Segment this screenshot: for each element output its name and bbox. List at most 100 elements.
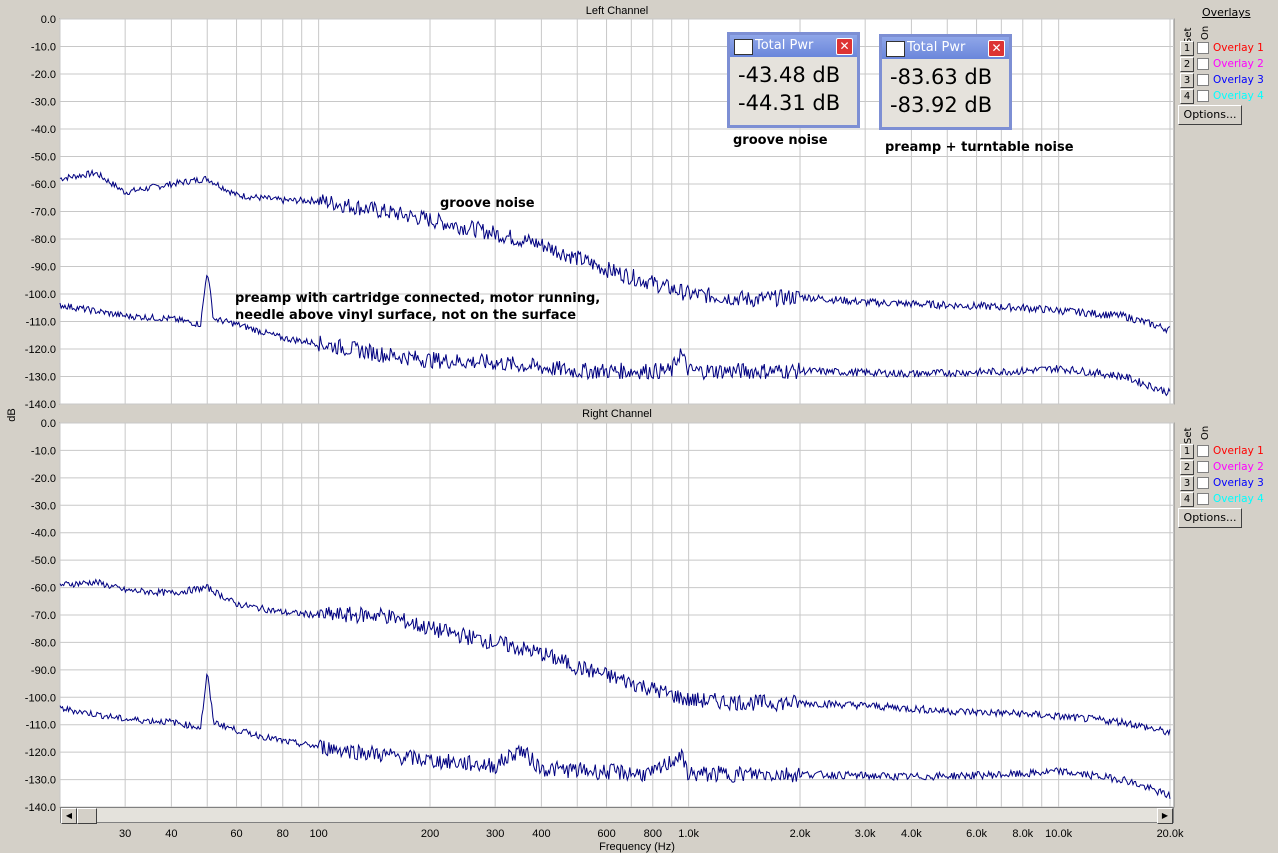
y-tick-label: -40.0 [31,528,56,540]
close-icon[interactable]: ✕ [988,40,1005,57]
y-tick-label: -60.0 [31,583,56,595]
overlays-title[interactable]: Overlays [1202,6,1251,19]
preamp-annotation-line1: preamp with cartridge connected, motor r… [235,291,601,306]
overlay-row: 2 Overlay 2 [1176,460,1276,475]
overlay-row: 1 Overlay 1 [1176,41,1276,56]
meter-title-bar[interactable]: Total Pwr ✕ [730,35,857,57]
y-tick-label: -70.0 [31,610,56,622]
y-tick-label: -10.0 [31,42,56,54]
spectrum-series-line [59,168,1171,334]
x-tick-label: 3.0k [855,828,876,840]
horizontal-scrollbar[interactable]: ◀ ▶ [60,807,1174,824]
y-tick-label: -40.0 [31,124,56,136]
x-tick-label: 2.0k [790,828,811,840]
meter-value-right: -83.92 dB [890,93,993,117]
meter-title: Total Pwr [755,38,814,53]
overlay-row: 3 Overlay 3 [1176,476,1276,491]
spectrum-series-line [59,672,1171,799]
overlay-set-button[interactable]: 4 [1180,89,1194,104]
waveform-icon [734,39,753,55]
y-tick-label: -50.0 [31,555,56,567]
y-tick-label: -140.0 [25,399,56,411]
overlay-panel-right: Set On 1 Overlay 1 2 Overlay 2 3 Overlay… [1176,410,1278,810]
y-tick-label: -90.0 [31,262,56,274]
y-axis-label: dB [6,408,18,421]
overlay-set-button[interactable]: 2 [1180,57,1194,72]
y-tick-label: -20.0 [31,473,56,485]
overlay-row: 3 Overlay 3 [1176,73,1276,88]
overlay-set-button[interactable]: 3 [1180,73,1194,88]
overlay-on-checkbox[interactable] [1197,461,1209,473]
scroll-left-icon[interactable]: ◀ [61,808,77,824]
x-tick-label: 200 [421,828,439,840]
overlay-row: 4 Overlay 4 [1176,89,1276,104]
y-tick-label: 0.0 [41,14,56,26]
spectrum-series-line [59,274,1171,397]
x-tick-label: 8.0k [1012,828,1033,840]
meter-caption: groove noise [733,133,828,148]
x-tick-label: 10.0k [1045,828,1072,840]
x-tick-label: 20.0k [1157,828,1184,840]
y-tick-label: -120.0 [25,344,56,356]
overlay-label: Overlay 2 [1213,461,1264,473]
y-tick-label: -50.0 [31,152,56,164]
y-tick-label: -100.0 [25,289,56,301]
waveform-icon [886,41,905,57]
x-tick-label: 60 [230,828,242,840]
y-tick-label: -130.0 [25,372,56,384]
overlay-set-button[interactable]: 3 [1180,476,1194,491]
total-power-meter[interactable]: Total Pwr ✕ -83.63 dB -83.92 dB [879,34,1012,130]
overlay-label: Overlay 3 [1213,74,1264,86]
options-button[interactable]: Options... [1178,105,1242,125]
options-button[interactable]: Options... [1178,508,1242,528]
x-tick-label: 30 [119,828,131,840]
x-tick-label: 800 [644,828,662,840]
overlay-on-checkbox[interactable] [1197,74,1209,86]
overlay-on-checkbox[interactable] [1197,42,1209,54]
y-tick-label: -10.0 [31,445,56,457]
meter-value-right: -44.31 dB [738,91,841,115]
meter-value-left: -83.63 dB [890,65,993,89]
close-icon[interactable]: ✕ [836,38,853,55]
meter-caption: preamp + turntable noise [885,140,1074,155]
y-tick-label: -100.0 [25,692,56,704]
overlay-row: 4 Overlay 4 [1176,492,1276,507]
y-tick-label: -130.0 [25,775,56,787]
on-column-label: On [1200,25,1211,40]
x-axis-label: Frequency (Hz) [599,841,675,853]
overlay-label: Overlay 1 [1213,445,1264,457]
chart-title: Right Channel [582,408,652,420]
x-tick-label: 40 [165,828,177,840]
scroll-right-icon[interactable]: ▶ [1157,808,1173,824]
overlay-on-checkbox[interactable] [1197,445,1209,457]
x-tick-label: 1.0k [678,828,699,840]
y-tick-label: -120.0 [25,747,56,759]
overlay-set-button[interactable]: 2 [1180,460,1194,475]
total-power-meter[interactable]: Total Pwr ✕ -43.48 dB -44.31 dB [727,32,860,128]
set-column-label: Set [1183,427,1194,444]
x-tick-label: 100 [309,828,327,840]
y-tick-label: -110.0 [26,720,56,732]
overlay-label: Overlay 3 [1213,477,1264,489]
overlay-on-checkbox[interactable] [1197,477,1209,489]
overlay-label: Overlay 4 [1213,493,1264,505]
overlay-label: Overlay 4 [1213,90,1264,102]
x-tick-label: 300 [486,828,504,840]
overlay-on-checkbox[interactable] [1197,90,1209,102]
x-tick-label: 80 [277,828,289,840]
on-column-label: On [1200,425,1211,440]
overlay-label: Overlay 1 [1213,42,1264,54]
overlay-on-checkbox[interactable] [1197,493,1209,505]
x-tick-label: 6.0k [966,828,987,840]
overlay-panel-left: Overlays Set On 1 Overlay 1 2 Overlay 2 … [1176,0,1278,410]
meter-title-bar[interactable]: Total Pwr ✕ [882,37,1009,59]
scroll-thumb[interactable] [77,808,97,824]
groove-noise-annotation: groove noise [440,196,535,211]
overlay-set-button[interactable]: 4 [1180,492,1194,507]
y-tick-label: -30.0 [31,97,56,109]
x-tick-label: 4.0k [901,828,922,840]
overlay-set-button[interactable]: 1 [1180,41,1194,56]
overlay-on-checkbox[interactable] [1197,58,1209,70]
overlay-set-button[interactable]: 1 [1180,444,1194,459]
